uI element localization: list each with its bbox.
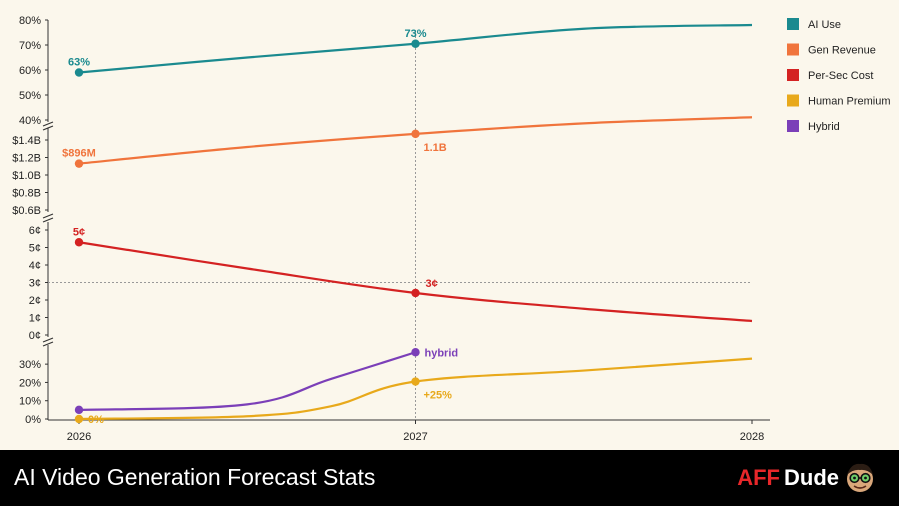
y-tick-label-gen-revenue-2: $1.0B [12, 170, 41, 182]
data-point-hybrid-0 [74, 405, 84, 415]
y-tick-label-per-sec-cost-2: 2¢ [29, 295, 41, 307]
y-tick-label-gen-revenue-4: $1.4B [12, 135, 41, 147]
axis-break-mark-lower-0 [42, 125, 54, 131]
data-point-ai-use-0 [74, 68, 84, 77]
axis-break-mark-upper-2 [42, 337, 54, 343]
footer-bar: AI Video Generation Forecast Stats AFF D… [0, 450, 899, 506]
y-tick-label-gen-revenue-0: $0.6B [12, 205, 41, 217]
data-point-per-sec-cost-1 [411, 288, 420, 298]
data-point-hybrid-1 [411, 348, 420, 357]
data-point-gen-revenue-1 [411, 129, 420, 139]
data-point-per-sec-cost-0 [74, 238, 84, 247]
y-tick-label-per-sec-cost-4: 4¢ [29, 260, 41, 272]
data-label-ai-use-1: 73% [404, 28, 426, 40]
y-tick-label-ai-use-4: 80% [19, 15, 41, 27]
y-tick-label-per-sec-cost-1: 1¢ [29, 313, 41, 325]
legend-label-0: AI Use [808, 19, 841, 31]
y-tick-label-per-sec-cost-0: 0¢ [29, 330, 41, 342]
y-tick-label-gen-revenue-1: $0.8B [12, 188, 41, 200]
x-tick-label-2027: 2027 [403, 431, 427, 443]
y-tick-label-percent-lower-2: 20% [19, 377, 41, 389]
data-point-ai-use-1 [411, 39, 420, 48]
y-tick-label-percent-lower-1: 10% [19, 396, 41, 408]
y-tick-label-per-sec-cost-6: 6¢ [29, 225, 41, 237]
y-tick-label-ai-use-2: 60% [19, 65, 41, 77]
series-line-human-premium [78, 357, 753, 421]
chart-area: 40% 50% 60% 70% 80% $0.6B $0.8B $1.0B $1.2B $1.4B… [12, 15, 891, 443]
axis-break-mark-lower-2 [42, 341, 54, 347]
y-tick-label-ai-use-1: 50% [19, 90, 41, 102]
data-point-gen-revenue-0 [74, 159, 84, 168]
data-label-hybrid-1: hybrid [425, 347, 459, 359]
data-label-gen-revenue-0: $896M [62, 148, 96, 160]
x-tick-label-2026: 2026 [67, 431, 91, 443]
data-label-human-premium-1: +25% [424, 390, 453, 402]
axis-break-mark-upper-1 [42, 213, 54, 219]
mascot-icon [847, 463, 873, 492]
data-point-human-premium-0 [74, 414, 84, 424]
axis-break-mark-lower-1 [42, 217, 54, 223]
legend-swatch-3 [787, 94, 799, 107]
data-label-human-premium-0: 0% [88, 414, 104, 426]
legend-swatch-1 [787, 43, 799, 56]
legend-label-3: Human Premium [808, 96, 891, 108]
legend-label-2: Per-Sec Cost [808, 70, 873, 82]
y-tick-label-per-sec-cost-3: 3¢ [29, 278, 41, 290]
x-tick-label-2028: 2028 [740, 431, 764, 443]
legend-swatch-0 [787, 18, 799, 30]
data-label-per-sec-cost-0: 5¢ [73, 226, 85, 238]
footer-title: AI Video Generation Forecast Stats [14, 464, 376, 490]
data-label-per-sec-cost-1: 3¢ [426, 278, 438, 290]
legend-label-1: Gen Revenue [808, 45, 876, 57]
brand-dude-text: Dude [784, 465, 839, 490]
y-tick-label-gen-revenue-3: $1.2B [12, 153, 41, 165]
brand-logo: AFF Dude [737, 460, 877, 496]
brand-aff-text: AFF [737, 465, 780, 490]
forecast-chart: 40% 50% 60% 70% 80% $0.6B $0.8B $1.0B $1.2B $1.4B… [12, 15, 891, 443]
legend-swatch-2 [787, 69, 799, 81]
data-label-gen-revenue-1: 1.1B [424, 142, 447, 154]
legend-label-4: Hybrid [808, 121, 840, 133]
y-tick-label-ai-use-3: 70% [19, 40, 41, 52]
axis-break-mark-upper-0 [42, 121, 54, 127]
data-label-ai-use-0: 63% [68, 57, 90, 69]
series-line-hybrid [78, 351, 416, 411]
data-point-human-premium-1 [411, 377, 420, 386]
legend-swatch-4 [787, 120, 799, 132]
y-tick-label-percent-lower-3: 30% [19, 359, 41, 371]
y-tick-label-ai-use-0: 40% [19, 115, 41, 127]
y-tick-label-per-sec-cost-5: 5¢ [29, 243, 41, 255]
y-tick-label-percent-lower-0: 0% [25, 414, 41, 426]
